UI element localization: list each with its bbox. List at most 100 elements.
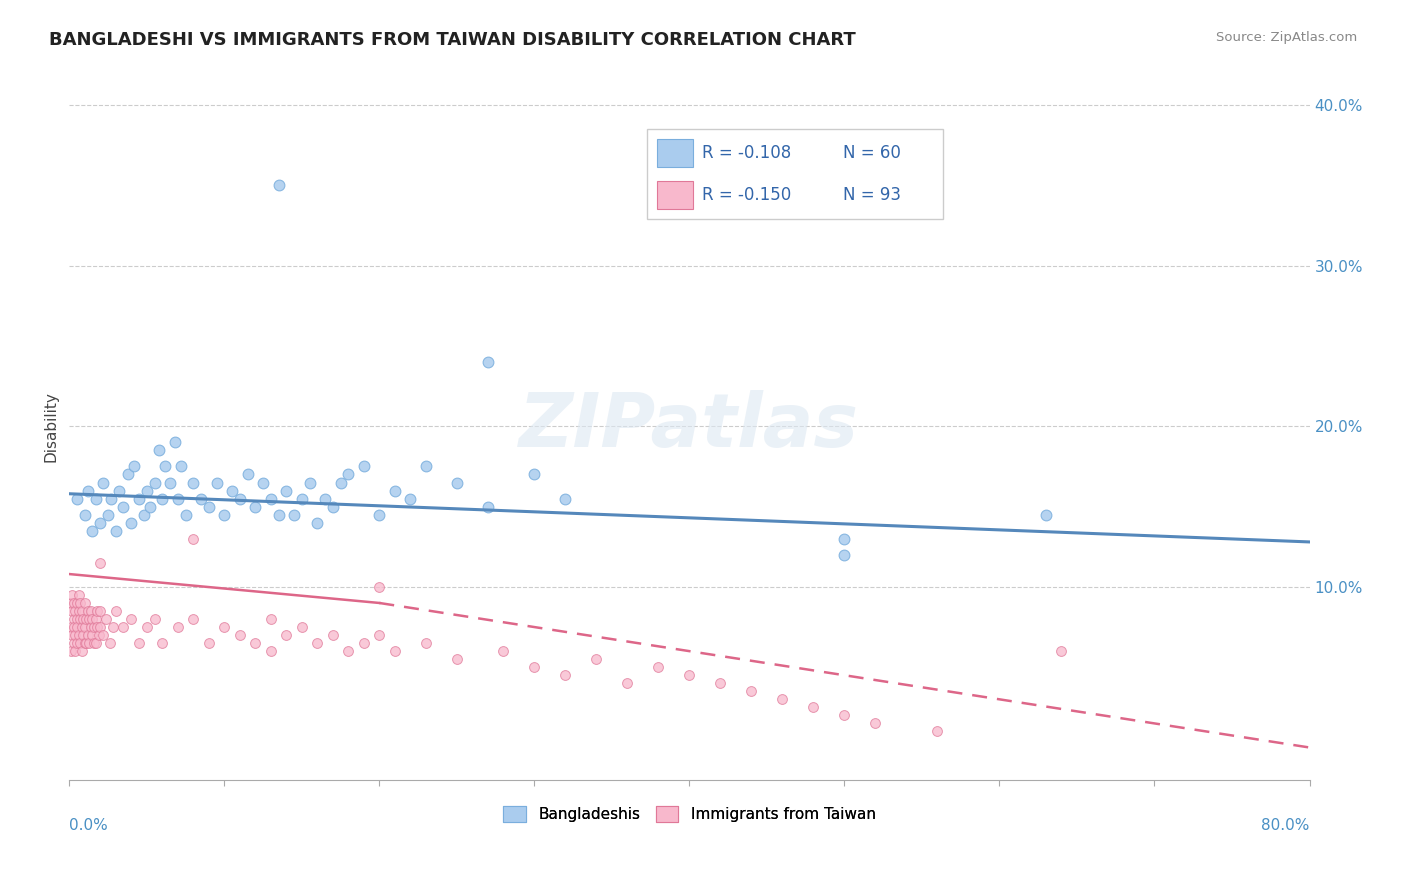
- Point: [803, 700, 825, 714]
- Point: [60, 604, 83, 618]
- Point: [120, 612, 142, 626]
- Point: [59, 644, 82, 658]
- Point: [135, 620, 157, 634]
- Point: [477, 355, 499, 369]
- Point: [523, 660, 546, 674]
- Point: [221, 483, 243, 498]
- Point: [740, 684, 762, 698]
- Point: [337, 467, 360, 482]
- Point: [267, 178, 290, 193]
- Point: [79, 612, 101, 626]
- Point: [368, 580, 391, 594]
- Point: [89, 516, 111, 530]
- Point: [260, 644, 283, 658]
- Point: [214, 508, 236, 522]
- Point: [70, 644, 93, 658]
- Text: ZIPatlas: ZIPatlas: [519, 390, 859, 463]
- Point: [79, 636, 101, 650]
- Point: [72, 628, 94, 642]
- Point: [368, 508, 391, 522]
- Point: [554, 491, 576, 506]
- Point: [245, 500, 267, 514]
- Point: [65, 644, 87, 658]
- Point: [70, 604, 93, 618]
- Point: [124, 459, 146, 474]
- Point: [276, 483, 298, 498]
- Point: [66, 636, 89, 650]
- Point: [108, 483, 131, 498]
- Point: [283, 508, 305, 522]
- Point: [112, 500, 135, 514]
- Point: [72, 612, 94, 626]
- Point: [86, 620, 108, 634]
- FancyBboxPatch shape: [657, 139, 693, 167]
- Point: [67, 588, 90, 602]
- Point: [170, 459, 193, 474]
- Point: [260, 491, 283, 506]
- Point: [190, 491, 212, 506]
- Y-axis label: Disability: Disability: [44, 391, 58, 462]
- Point: [446, 652, 468, 666]
- Point: [307, 636, 329, 650]
- Point: [148, 443, 170, 458]
- Point: [89, 556, 111, 570]
- Point: [66, 596, 89, 610]
- Point: [96, 612, 118, 626]
- Point: [554, 668, 576, 682]
- Point: [197, 500, 219, 514]
- Text: 80.0%: 80.0%: [1261, 819, 1309, 833]
- Text: 0.0%: 0.0%: [69, 819, 108, 833]
- Point: [678, 668, 700, 682]
- Point: [143, 475, 166, 490]
- Point: [353, 459, 375, 474]
- Point: [104, 604, 127, 618]
- Point: [87, 628, 110, 642]
- Point: [84, 612, 107, 626]
- Point: [368, 628, 391, 642]
- Point: [98, 636, 121, 650]
- Point: [76, 604, 98, 618]
- Text: N = 60: N = 60: [842, 144, 900, 161]
- Point: [84, 636, 107, 650]
- Point: [150, 636, 173, 650]
- Point: [143, 612, 166, 626]
- Point: [236, 467, 259, 482]
- FancyBboxPatch shape: [657, 181, 693, 210]
- Point: [97, 508, 120, 522]
- Point: [63, 612, 86, 626]
- Point: [163, 435, 186, 450]
- Point: [155, 459, 177, 474]
- Point: [229, 628, 252, 642]
- Point: [101, 620, 124, 634]
- Point: [73, 596, 96, 610]
- Point: [65, 628, 87, 642]
- Point: [276, 628, 298, 642]
- Point: [834, 532, 856, 546]
- Point: [174, 508, 197, 522]
- Point: [112, 620, 135, 634]
- Text: R = -0.150: R = -0.150: [702, 186, 792, 204]
- Point: [384, 483, 406, 498]
- Point: [245, 636, 267, 650]
- Point: [75, 612, 97, 626]
- Point: [128, 636, 150, 650]
- Point: [120, 516, 142, 530]
- Point: [60, 588, 83, 602]
- Point: [181, 532, 204, 546]
- Point: [65, 604, 87, 618]
- Point: [84, 491, 107, 506]
- Point: [80, 604, 103, 618]
- Point: [135, 483, 157, 498]
- Point: [252, 475, 274, 490]
- Point: [80, 620, 103, 634]
- Point: [63, 596, 86, 610]
- Point: [523, 467, 546, 482]
- Point: [66, 620, 89, 634]
- Point: [66, 612, 89, 626]
- Point: [76, 483, 98, 498]
- Point: [322, 628, 344, 642]
- FancyBboxPatch shape: [647, 129, 943, 219]
- Point: [59, 596, 82, 610]
- Point: [291, 620, 314, 634]
- Point: [83, 636, 105, 650]
